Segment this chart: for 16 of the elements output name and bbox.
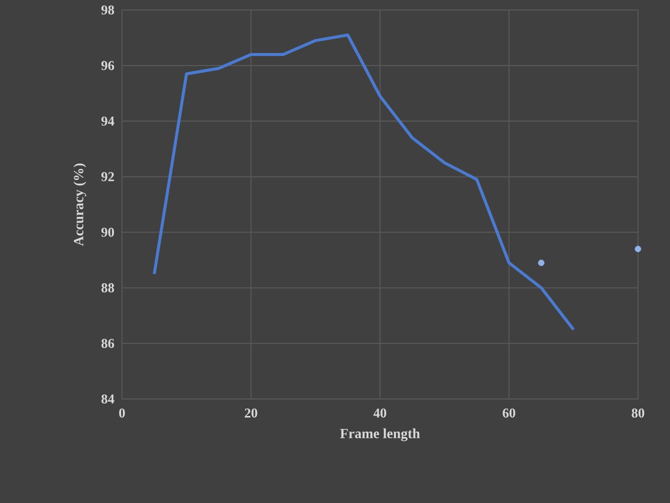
y-tick-label: 94 [101,116,114,126]
y-tick-label: 92 [101,172,114,182]
y-tick-label: 86 [101,338,114,348]
x-tick-label: 40 [373,408,386,418]
x-tick-label: 0 [119,408,125,418]
y-tick-label: 88 [101,283,114,292]
y-axis-title: Accuracy (%) [74,163,86,246]
x-tick-label: 20 [244,408,258,418]
x-tick-label: 80 [632,408,644,418]
x-axis-title: Frame length [340,428,420,442]
y-tick-label: 90 [101,228,114,237]
y-tick-label: 98 [101,5,114,15]
y-tick-label: 84 [101,394,114,404]
x-tick-label: 60 [502,408,516,418]
y-tick-label: 96 [101,61,114,70]
line-series [152,33,576,332]
